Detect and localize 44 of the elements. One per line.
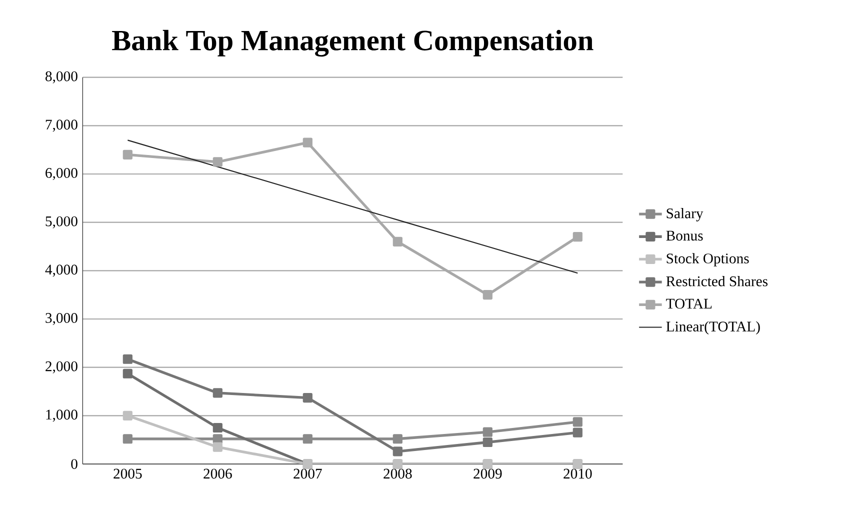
point — [392, 434, 402, 444]
chart-title: Bank Top Management Compensation — [112, 30, 594, 57]
point — [212, 442, 222, 452]
y-tick-label: 0 — [71, 459, 78, 469]
point — [572, 232, 582, 242]
point — [302, 434, 312, 444]
point — [482, 290, 492, 300]
point — [572, 428, 582, 438]
point — [392, 236, 402, 246]
legend-label: Linear(TOTAL) — [666, 321, 760, 334]
x-tick-label: 2007 — [294, 468, 322, 479]
point — [212, 388, 222, 398]
y-tick-label: 2,000 — [46, 361, 78, 374]
x-tick-label: 2010 — [564, 468, 592, 479]
y-tick-label: 4,000 — [45, 264, 78, 277]
point — [572, 417, 582, 427]
point — [212, 157, 222, 167]
legend-label: Bonus — [666, 230, 703, 241]
point — [302, 392, 312, 403]
legend-label: Restricted Shares — [666, 276, 768, 286]
point — [482, 437, 492, 448]
point — [302, 138, 312, 148]
point — [122, 434, 132, 444]
legend-label: Stock Options — [666, 253, 749, 266]
y-tick-label: 3,000 — [46, 313, 78, 326]
point — [122, 410, 132, 420]
x-tick-label: 2006 — [204, 468, 232, 479]
point — [122, 150, 132, 160]
y-tick-label: 5,000 — [46, 216, 78, 228]
y-tick-label: 7,000 — [46, 120, 78, 132]
point — [212, 434, 222, 444]
y-tick-label: 1,000 — [46, 410, 78, 422]
point — [482, 427, 492, 437]
point — [122, 368, 132, 378]
point — [212, 422, 222, 433]
x-tick-label: 2005 — [114, 468, 142, 479]
x-tick-label: 2008 — [384, 468, 412, 479]
point — [392, 446, 402, 456]
x-tick-label: 2009 — [474, 468, 502, 479]
point — [122, 354, 132, 364]
y-tick-label: 8,000 — [46, 71, 78, 84]
y-tick-label: 6,000 — [46, 168, 78, 180]
legend-label: TOTAL — [666, 298, 712, 309]
legend-label: Salary — [666, 208, 704, 222]
